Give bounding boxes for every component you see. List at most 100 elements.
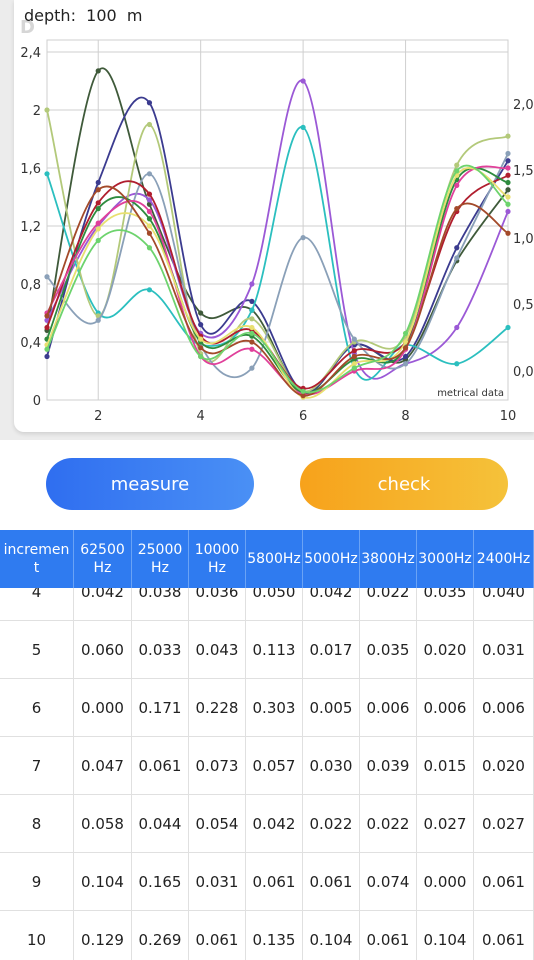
data-point — [300, 235, 306, 241]
column-header-3[interactable]: 10000Hz — [189, 530, 246, 588]
value-cell: 0.135 — [246, 911, 303, 960]
column-header-2[interactable]: 25000Hz — [132, 530, 189, 588]
watermark-letter: D — [20, 17, 35, 38]
data-point — [146, 245, 153, 251]
value-cell: 0.031 — [474, 621, 534, 678]
value-cell: 0.303 — [246, 679, 303, 736]
series-line-10 — [46, 185, 509, 397]
data-point — [454, 206, 460, 212]
chart-annotation: metrical data — [437, 388, 504, 399]
data-table[interactable]: increment 62500Hz 25000Hz 10000Hz 5800Hz 5000… — [0, 530, 534, 960]
data-point — [505, 179, 511, 186]
value-cell: 0.073 — [189, 737, 246, 794]
series-line-11 — [46, 164, 509, 394]
data-point — [351, 336, 357, 342]
value-cell: 0.129 — [74, 911, 132, 960]
column-header-8[interactable]: 2400Hz — [474, 530, 534, 588]
data-point — [402, 330, 409, 336]
data-point — [249, 330, 255, 336]
column-header-1[interactable]: 62500Hz — [74, 530, 132, 588]
data-point — [44, 317, 50, 323]
table-row[interactable]: 8 0.058 0.044 0.054 0.042 0.022 0.022 0.027 0.02… — [0, 795, 534, 853]
data-point — [249, 298, 255, 304]
data-point — [505, 194, 511, 200]
value-cell: 0.005 — [303, 679, 360, 736]
increment-cell: 6 — [0, 679, 74, 736]
column-header-0[interactable]: increment — [0, 530, 74, 588]
column-header-7[interactable]: 3000Hz — [417, 530, 474, 588]
data-point — [198, 345, 204, 351]
value-cell: 0.061 — [360, 911, 417, 960]
table-row[interactable]: 10 0.129 0.269 0.061 0.135 0.104 0.061 0.104 0.0… — [0, 911, 534, 960]
table-header: increment 62500Hz 25000Hz 10000Hz 5800Hz 5000… — [0, 530, 534, 588]
data-point — [300, 393, 306, 399]
value-cell: 0.104 — [303, 911, 360, 960]
check-button[interactable]: check — [300, 458, 508, 510]
value-cell: 0.000 — [74, 679, 132, 736]
increment-cell: 9 — [0, 853, 74, 910]
data-point — [44, 324, 50, 331]
y-right-tick-label: 0,0 — [513, 365, 534, 380]
value-cell: 0.039 — [360, 737, 417, 794]
series-line-2 — [46, 80, 509, 380]
data-point — [249, 346, 255, 352]
data-point — [95, 68, 101, 74]
table-body[interactable]: 4 0.042 0.038 0.036 0.050 0.042 0.022 0.035 0.04… — [0, 563, 534, 960]
column-header-5[interactable]: 5000Hz — [303, 530, 360, 588]
value-cell: 0.061 — [189, 911, 246, 960]
value-cell: 0.171 — [132, 679, 189, 736]
data-point — [454, 361, 460, 367]
data-point — [454, 324, 460, 331]
data-point — [198, 336, 204, 342]
data-point — [505, 133, 511, 139]
value-cell: 0.006 — [360, 679, 417, 736]
table-row[interactable]: 5 0.060 0.033 0.043 0.113 0.017 0.035 0.020 0.03… — [0, 621, 534, 679]
value-cell: 0.030 — [303, 737, 360, 794]
table-row[interactable]: 7 0.047 0.061 0.073 0.057 0.030 0.039 0.015 0.02… — [0, 737, 534, 795]
measure-button[interactable]: measure — [46, 458, 254, 510]
series-line-8 — [46, 165, 509, 396]
data-point — [505, 172, 511, 178]
column-header-4[interactable]: 5800Hz — [246, 530, 303, 588]
data-point — [44, 107, 50, 113]
value-cell: 0.033 — [132, 621, 189, 678]
data-point — [95, 317, 101, 323]
data-point — [505, 201, 511, 207]
value-cell: 0.047 — [74, 737, 132, 794]
data-point — [44, 353, 50, 360]
y-tick-label: 2 — [33, 104, 41, 119]
data-point — [300, 388, 306, 394]
data-point — [505, 165, 511, 171]
data-point — [505, 324, 511, 331]
column-header-6[interactable]: 3800Hz — [360, 530, 417, 588]
value-cell: 0.031 — [189, 853, 246, 910]
data-point — [95, 220, 101, 226]
value-cell: 0.058 — [74, 795, 132, 852]
data-point — [454, 168, 460, 174]
value-cell: 0.061 — [132, 737, 189, 794]
data-point — [454, 162, 460, 168]
y-right-tick-label: 1,5 — [513, 164, 534, 179]
y-tick-label: 0,8 — [20, 278, 41, 293]
value-cell: 0.165 — [132, 853, 189, 910]
data-point — [454, 255, 460, 261]
data-point — [505, 208, 511, 215]
value-cell: 0.060 — [74, 621, 132, 678]
data-point — [146, 216, 153, 222]
value-cell: 0.022 — [360, 795, 417, 852]
table-row[interactable]: 6 0.000 0.171 0.228 0.303 0.005 0.006 0.006 0.00… — [0, 679, 534, 737]
data-point — [351, 365, 357, 371]
data-point — [402, 339, 409, 345]
data-point — [198, 322, 204, 328]
data-point — [454, 245, 460, 251]
value-cell: 0.057 — [246, 737, 303, 794]
table-row[interactable]: 9 0.104 0.165 0.031 0.061 0.061 0.074 0.000 0.06… — [0, 853, 534, 911]
data-point — [249, 316, 255, 322]
data-point — [95, 200, 101, 206]
data-point — [402, 345, 409, 351]
data-point — [249, 324, 255, 331]
increment-cell: 10 — [0, 911, 74, 960]
value-cell: 0.113 — [246, 621, 303, 678]
value-cell: 0.022 — [303, 795, 360, 852]
